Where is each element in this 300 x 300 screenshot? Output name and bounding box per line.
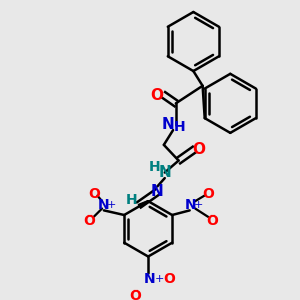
Text: N: N [185,198,197,212]
Text: +: + [106,200,116,210]
Text: N: N [162,117,175,132]
Text: -: - [132,281,138,299]
Text: H: H [174,120,185,134]
Text: -: - [209,206,215,224]
Text: O: O [206,214,218,229]
Text: +: + [154,274,164,284]
Text: -: - [86,206,92,224]
Text: H: H [126,193,137,207]
Text: O: O [164,272,175,286]
Text: N: N [158,165,171,180]
Text: O: O [192,142,206,157]
Text: +: + [194,200,204,210]
Text: O: O [129,289,141,300]
Text: H: H [149,160,161,174]
Text: N: N [151,184,164,200]
Text: N: N [98,198,110,212]
Text: O: O [150,88,163,103]
Text: N: N [144,272,156,286]
Text: O: O [202,187,214,201]
Text: O: O [89,187,100,201]
Text: O: O [83,214,95,229]
